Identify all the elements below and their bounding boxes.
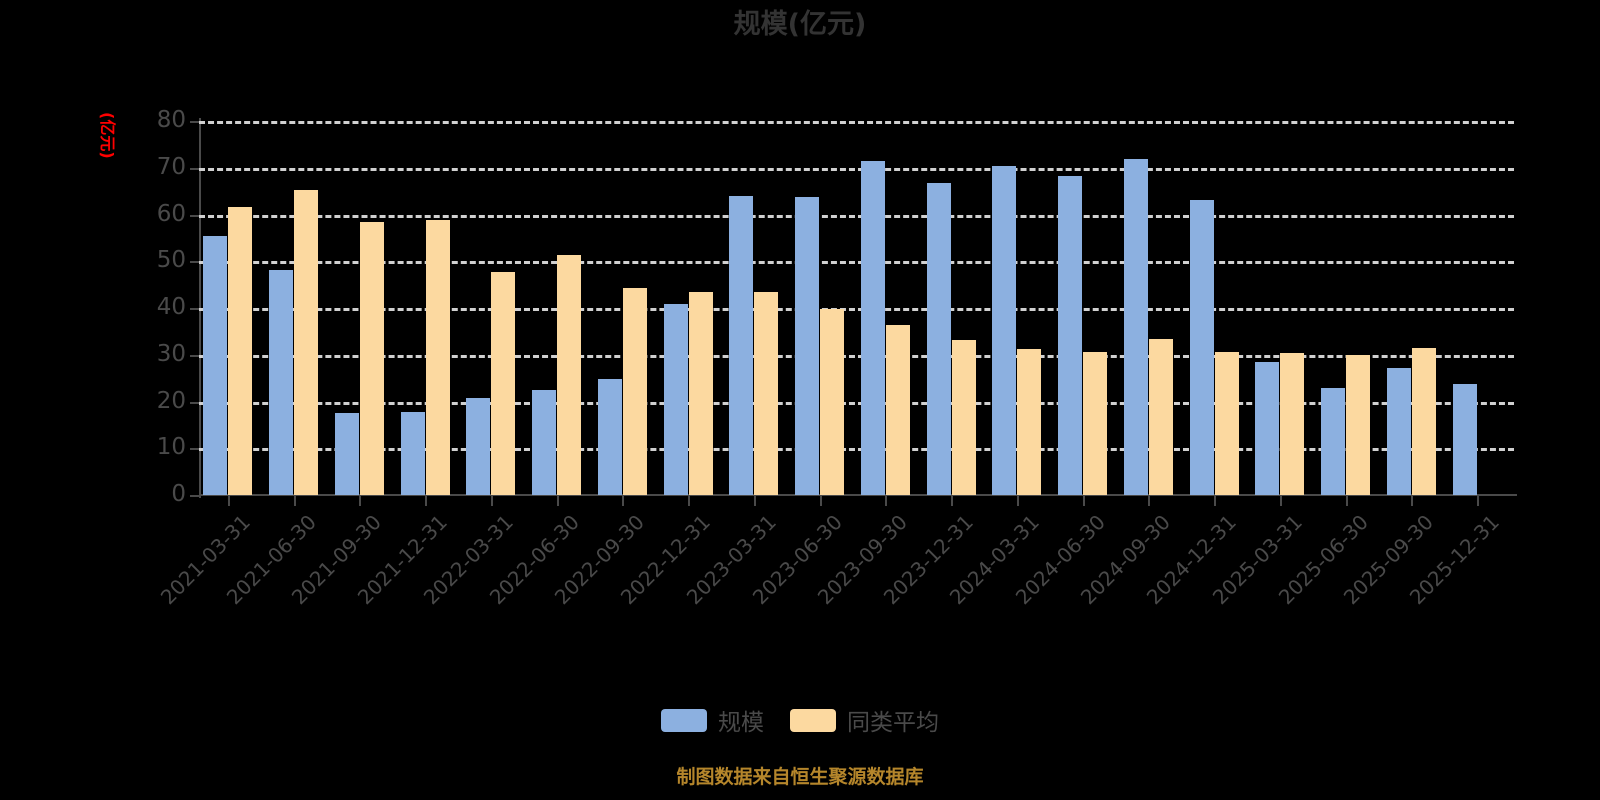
- x-tick-mark: [753, 496, 756, 506]
- x-tick-mark: [1279, 496, 1282, 506]
- x-tick-mark: [227, 496, 230, 506]
- bar: [425, 220, 450, 495]
- x-tick-mark: [1082, 496, 1085, 506]
- x-tick-mark: [819, 496, 822, 506]
- bar: [1083, 352, 1108, 495]
- grid-line: [199, 448, 1514, 452]
- x-tick-mark: [425, 496, 428, 506]
- grid-line: [199, 401, 1514, 405]
- bar: [359, 221, 384, 495]
- y-tick-label: 80: [156, 107, 186, 133]
- bar: [597, 378, 622, 495]
- y-tick-label: 40: [156, 294, 186, 320]
- x-tick-mark: [688, 496, 691, 506]
- y-tick-mark: [190, 167, 199, 170]
- bar: [860, 160, 885, 495]
- x-tick-mark: [556, 496, 559, 506]
- bar: [688, 291, 713, 495]
- x-tick-mark: [293, 496, 296, 506]
- bar: [1148, 339, 1173, 495]
- bar: [622, 288, 647, 495]
- bar: [754, 292, 779, 495]
- plot-area: [199, 121, 1514, 495]
- y-tick-label: 60: [156, 200, 186, 227]
- bar: [1280, 352, 1305, 495]
- legend-label: 规模: [718, 710, 764, 736]
- bar: [269, 270, 294, 495]
- bar: [1058, 175, 1083, 495]
- bar: [1189, 200, 1214, 495]
- bar: [1411, 348, 1436, 495]
- bar: [1214, 352, 1239, 495]
- bar: [1321, 388, 1346, 495]
- bar: [1255, 362, 1280, 495]
- x-tick-mark: [1411, 496, 1414, 506]
- footnote: 制图数据来自恒生聚源数据库: [676, 766, 924, 788]
- y-tick-mark: [190, 354, 199, 357]
- bar: [992, 165, 1017, 495]
- bar: [926, 183, 951, 495]
- grid-line: [199, 121, 1514, 124]
- bar: [1386, 368, 1411, 495]
- bar: [203, 235, 228, 495]
- x-axis-line: [199, 494, 1517, 496]
- y-tick-label: 30: [156, 340, 186, 367]
- bar: [1452, 383, 1477, 495]
- x-tick-mark: [359, 496, 362, 506]
- page-title: 规模(亿元): [733, 9, 867, 40]
- bar: [885, 324, 910, 495]
- grid-line: [199, 214, 1514, 218]
- x-tick-mark: [951, 496, 954, 506]
- grid-line: [199, 167, 1514, 171]
- y-tick-mark: [190, 401, 199, 404]
- bar: [228, 207, 253, 495]
- bar: [557, 255, 582, 495]
- x-tick-mark: [1345, 496, 1348, 506]
- legend-item[interactable]: 规模: [661, 703, 764, 737]
- grid-line: [199, 354, 1514, 358]
- x-tick-mark: [622, 496, 625, 506]
- grid-line: [199, 261, 1514, 265]
- x-tick-mark: [1016, 496, 1019, 506]
- y-tick-mark: [190, 448, 199, 451]
- legend-item[interactable]: 同类平均: [790, 703, 939, 737]
- x-tick-mark: [1477, 496, 1480, 506]
- y-tick-mark: [190, 261, 199, 264]
- legend-swatch: [790, 708, 836, 732]
- y-tick-mark: [190, 308, 199, 310]
- y-tick-label: 0: [171, 481, 186, 507]
- bar: [491, 271, 516, 495]
- grid-line: [199, 308, 1514, 311]
- legend-label: 同类平均: [847, 710, 939, 736]
- y-tick-mark: [190, 495, 199, 497]
- x-tick-mark: [885, 496, 888, 506]
- bar: [334, 413, 359, 495]
- y-tick-mark: [190, 214, 199, 217]
- bar: [400, 411, 425, 495]
- y-tick-label: 70: [156, 153, 186, 180]
- legend-swatch: [661, 708, 707, 732]
- bar: [820, 308, 845, 495]
- y-tick-label: 10: [156, 434, 186, 461]
- x-tick-mark: [490, 496, 493, 506]
- bar: [1346, 354, 1371, 495]
- legend: 规模 同类平均: [0, 703, 1600, 737]
- bar: [729, 196, 754, 495]
- bar: [663, 304, 688, 495]
- x-tick-mark: [1148, 496, 1151, 506]
- bar: [1123, 158, 1148, 495]
- y-tick-label: 50: [156, 247, 186, 274]
- bar: [795, 197, 820, 495]
- bar: [951, 340, 976, 495]
- x-tick-mark: [1214, 496, 1217, 506]
- y-tick-mark: [190, 121, 199, 123]
- y-tick-label: 20: [156, 387, 186, 414]
- bar: [532, 390, 557, 495]
- bar: [1017, 349, 1042, 495]
- bar: [294, 189, 319, 495]
- bar: [466, 397, 491, 495]
